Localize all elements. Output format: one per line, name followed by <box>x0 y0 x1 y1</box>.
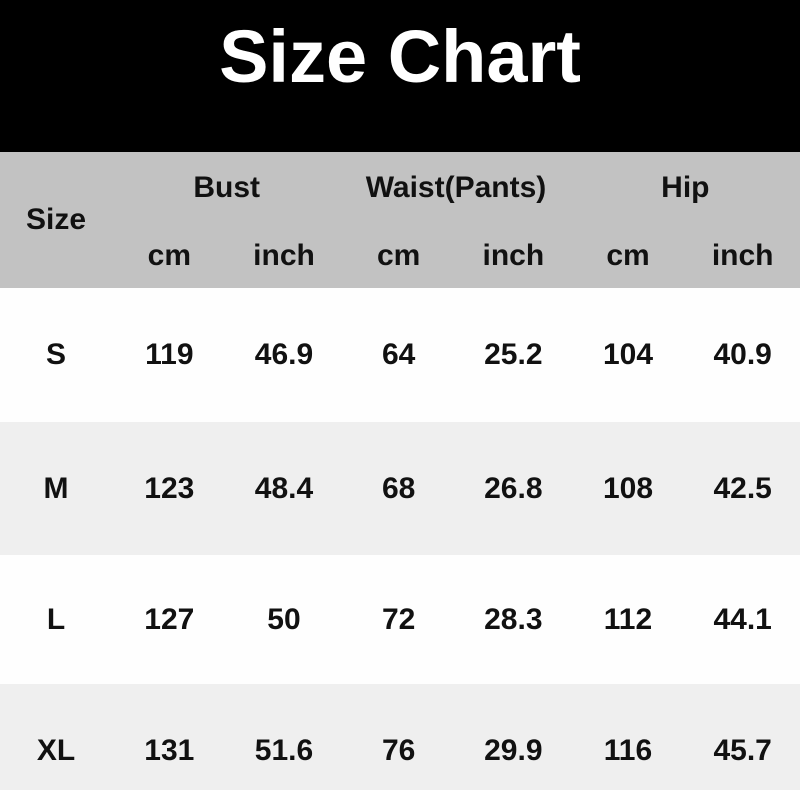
column-group-waist: Waist(Pants) <box>365 171 547 204</box>
table-cell: 40.9 <box>713 338 772 371</box>
table-row: L 127 50 72 28.3 112 44.1 <box>0 555 800 684</box>
column-group-hip: Hip <box>661 171 710 204</box>
table-cell: 112 <box>603 602 653 636</box>
table-cell: 64 <box>381 338 416 371</box>
unit-header-waist-inch: inch <box>482 239 545 272</box>
table-header: Size Bust Waist(Pants) Hip cm inch cm in… <box>0 152 800 288</box>
table-cell: 76 <box>381 733 416 767</box>
size-table: Size Bust Waist(Pants) Hip cm inch cm in… <box>0 152 800 800</box>
unit-header-waist-cm: cm <box>376 239 421 272</box>
table-cell: 51.6 <box>254 733 314 767</box>
size-label: S <box>45 338 66 371</box>
size-label: XL <box>36 733 76 767</box>
table-row: M 123 48.4 68 26.8 108 42.5 <box>0 422 800 555</box>
unit-header-hip-inch: inch <box>711 239 774 272</box>
unit-header-hip-cm: cm <box>606 239 650 272</box>
table-cell: 48.4 <box>254 471 314 505</box>
table-row: S 119 46.9 64 25.2 104 40.9 <box>0 288 800 422</box>
size-label: L <box>46 602 66 636</box>
table-cell: 68 <box>381 471 416 505</box>
table-cell: 26.8 <box>484 471 543 505</box>
unit-header-bust-cm: cm <box>147 239 191 272</box>
table-cell: 72 <box>381 602 416 636</box>
page-title: Size Chart <box>219 15 581 98</box>
table-cell: 25.2 <box>484 338 543 371</box>
table-cell: 131 <box>144 733 195 767</box>
title-band: Size Chart <box>0 0 800 152</box>
size-label: M <box>43 471 69 505</box>
table-cell: 50 <box>267 602 301 636</box>
bottom-margin <box>0 790 800 800</box>
column-group-bust: Bust <box>193 171 260 204</box>
table-cell: 28.3 <box>484 602 543 636</box>
table-cell: 116 <box>603 733 653 767</box>
table-cell: 29.9 <box>484 733 543 767</box>
table-cell: 44.1 <box>713 602 772 636</box>
table-cell: 45.7 <box>713 733 772 767</box>
table-row: XL 131 51.6 76 29.9 116 45.7 <box>0 684 800 800</box>
table-cell: 42.5 <box>713 471 772 505</box>
table-cell: 127 <box>144 602 195 636</box>
unit-header-bust-inch: inch <box>253 239 315 272</box>
table-cell: 108 <box>602 471 654 505</box>
table-cell: 123 <box>144 471 195 505</box>
table-cell: 119 <box>145 338 194 371</box>
table-cell: 46.9 <box>254 338 314 371</box>
table-cell: 104 <box>602 338 654 371</box>
column-header-size: Size <box>25 203 87 236</box>
